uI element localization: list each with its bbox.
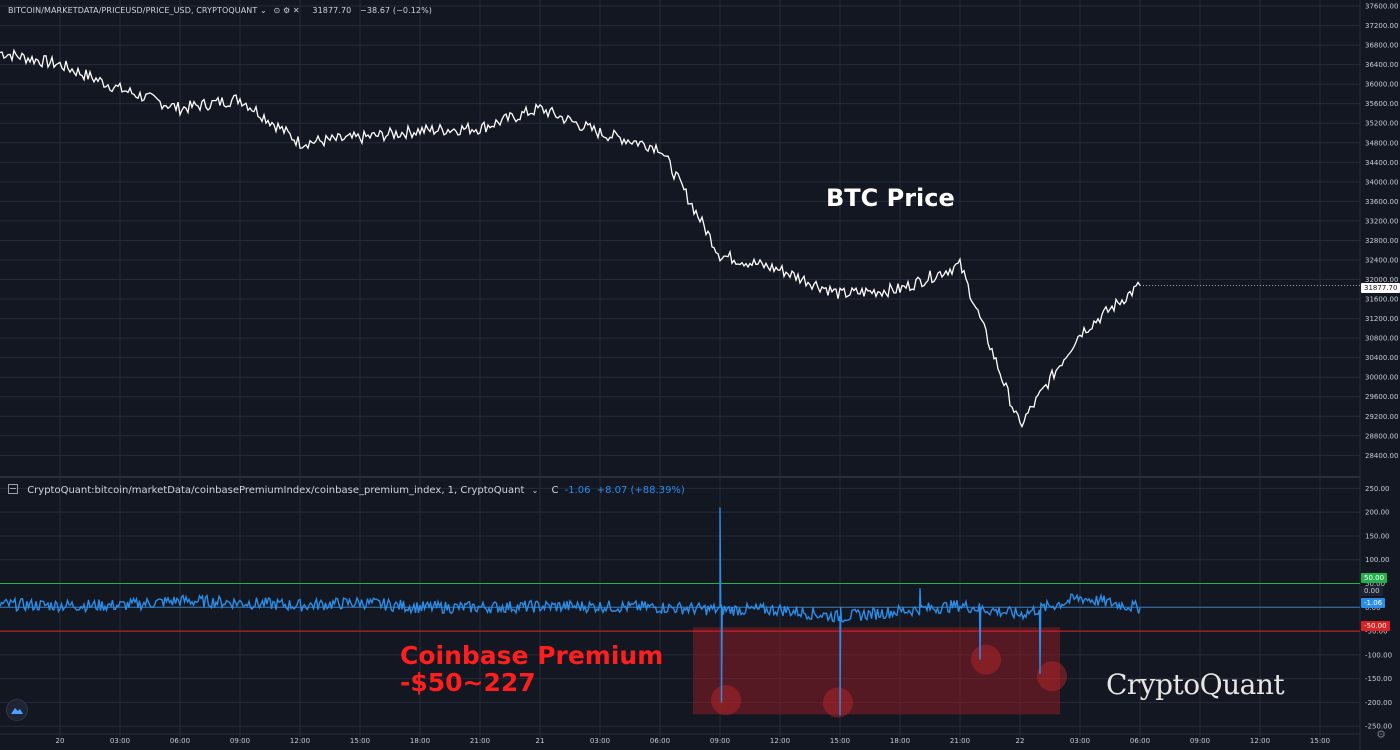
- chevron-down-icon[interactable]: ⌄: [531, 486, 539, 495]
- last-price: 31877.70: [312, 6, 352, 15]
- price-axis-tick: 37600.00: [1365, 3, 1398, 11]
- time-axis-tick: 21:00: [470, 737, 490, 745]
- collapse-icon[interactable]: [8, 484, 18, 494]
- time-axis-tick: 22: [1016, 737, 1025, 745]
- time-axis-tick: 15:00: [830, 737, 850, 745]
- price-axis-tick: 36000.00: [1365, 81, 1398, 89]
- time-axis-tick: 20: [56, 737, 65, 745]
- price-axis-tick: 29600.00: [1365, 393, 1398, 401]
- btc-price-annotation: BTC Price: [826, 184, 955, 212]
- time-axis-tick: 12:00: [1250, 737, 1270, 745]
- price-axis-tick: 32400.00: [1365, 256, 1398, 264]
- price-axis-tick: 28400.00: [1365, 452, 1398, 460]
- legend-icons[interactable]: ⊙ ⚙ ✕: [274, 6, 303, 15]
- cryptoquant-watermark: CryptoQuant: [1106, 668, 1285, 701]
- price-axis-tick: 33200.00: [1365, 217, 1398, 225]
- premium-axis-tick: 250.00: [1365, 485, 1390, 493]
- time-axis-tick: 18:00: [890, 737, 910, 745]
- close-icon[interactable]: ✕: [292, 6, 300, 15]
- time-axis-tick: 03:00: [590, 737, 610, 745]
- price-axis-tick: 33600.00: [1365, 198, 1398, 206]
- premium-highlight-circle: [971, 644, 1001, 675]
- chevron-down-icon[interactable]: ⌄: [260, 6, 267, 15]
- coinbase-premium-annotation: Coinbase Premium -$50~227: [400, 642, 663, 696]
- price-axis-tick: 34800.00: [1365, 139, 1398, 147]
- gear-icon[interactable]: ⚙: [282, 6, 291, 15]
- time-axis-tick: 06:00: [170, 737, 190, 745]
- premium-axis-tick: 100.00: [1365, 556, 1390, 564]
- logo-mountain-icon: [11, 708, 23, 714]
- premium-highlight-circle: [711, 685, 741, 716]
- premium-axis-tick: -200.00: [1365, 699, 1392, 707]
- price-axis-tick: 30800.00: [1365, 335, 1398, 343]
- btc-price-line: [0, 48, 1141, 429]
- premium-axis-tick: -100.00: [1365, 651, 1392, 659]
- premium-highlight-region: [693, 627, 1060, 715]
- price-axis-tick: 36800.00: [1365, 42, 1398, 50]
- premium-highlight-circle: [823, 687, 853, 718]
- price-axis-tick: 29200.00: [1365, 413, 1398, 421]
- price-axis-tick: 35600.00: [1365, 100, 1398, 108]
- lower-level-badge: -50.00: [1361, 621, 1390, 631]
- indicator-change: +8.07 (+88.39%): [596, 485, 685, 496]
- premium-axis-tick: 200.00: [1365, 509, 1390, 517]
- coinbase-premium-line: [0, 507, 1141, 716]
- time-axis-tick: 09:00: [710, 737, 730, 745]
- current-value-badge: -1.06: [1361, 598, 1386, 608]
- price-axis-tick: 30000.00: [1365, 374, 1398, 382]
- price-axis-tick: 34000.00: [1365, 178, 1398, 186]
- price-axis-tick: 35200.00: [1365, 120, 1398, 128]
- price-axis-tick: 30400.00: [1365, 354, 1398, 362]
- price-axis-tick: 34400.00: [1365, 159, 1398, 167]
- zero-level-badge: 0.00: [1361, 586, 1383, 596]
- time-axis-tick: 21: [536, 737, 545, 745]
- time-axis-tick: 12:00: [770, 737, 790, 745]
- time-axis-tick: 03:00: [110, 737, 130, 745]
- premium-axis-tick: 150.00: [1365, 532, 1390, 540]
- price-axis-tick: 31600.00: [1365, 296, 1398, 304]
- settings-gear-icon[interactable]: ⚙: [1376, 728, 1386, 741]
- price-axis-tick: 32000.00: [1365, 276, 1398, 284]
- cryptoquant-logo-icon[interactable]: [6, 699, 28, 721]
- indicator-c-label: C: [551, 485, 559, 496]
- premium-highlight-circle: [1037, 661, 1067, 692]
- price-axis-tick: 31200.00: [1365, 315, 1398, 323]
- indicator-legend[interactable]: CryptoQuant:bitcoin/marketData/coinbaseP…: [8, 483, 685, 496]
- time-axis-tick: 03:00: [1070, 737, 1090, 745]
- premium-axis-tick: -150.00: [1365, 675, 1392, 683]
- indicator-title[interactable]: CryptoQuant:bitcoin/marketData/coinbaseP…: [27, 485, 525, 496]
- time-axis-tick: 15:00: [350, 737, 370, 745]
- price-axis-tick: 36400.00: [1365, 61, 1398, 69]
- symbol-title[interactable]: BITCOIN/MARKETDATA/PRICEUSD/PRICE_USD, C…: [8, 6, 258, 15]
- time-axis-tick: 18:00: [410, 737, 430, 745]
- price-change: −38.67 (−0.12%): [360, 6, 433, 15]
- eye-icon[interactable]: ⊙: [273, 6, 281, 15]
- price-axis-tick: 28800.00: [1365, 432, 1398, 440]
- indicator-value: -1.06: [564, 485, 591, 496]
- symbol-legend[interactable]: BITCOIN/MARKETDATA/PRICEUSD/PRICE_USD, C…: [8, 6, 432, 15]
- time-axis-tick: 06:00: [1130, 737, 1150, 745]
- time-axis-tick: 21:00: [950, 737, 970, 745]
- time-axis-tick: 12:00: [290, 737, 310, 745]
- upper-level-badge: 50.00: [1361, 573, 1388, 583]
- premium-line-1: Coinbase Premium: [400, 641, 664, 670]
- price-axis-tick: 37200.00: [1365, 22, 1398, 30]
- premium-line-2: -$50~227: [400, 668, 536, 697]
- premium-axis-tick: 50.00: [1365, 580, 1385, 588]
- time-axis-tick: 06:00: [650, 737, 670, 745]
- price-badge: 31877.70: [1361, 283, 1400, 293]
- premium-axis-tick: -50.00: [1365, 628, 1388, 636]
- time-axis-tick: 15:00: [1310, 737, 1330, 745]
- time-axis-tick: 09:00: [1190, 737, 1210, 745]
- time-axis-tick: 09:00: [230, 737, 250, 745]
- price-axis-tick: 32800.00: [1365, 237, 1398, 245]
- pane-divider[interactable]: [0, 476, 1360, 478]
- premium-axis-tick: -250.00: [1365, 723, 1392, 731]
